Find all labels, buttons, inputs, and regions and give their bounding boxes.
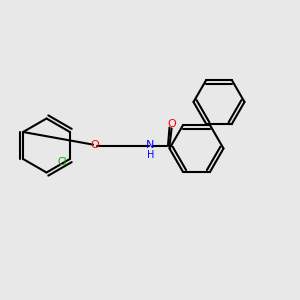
- Text: O: O: [90, 140, 99, 151]
- Text: O: O: [167, 119, 176, 129]
- Text: H: H: [147, 150, 154, 160]
- Text: Cl: Cl: [58, 157, 67, 167]
- Text: N: N: [146, 140, 154, 151]
